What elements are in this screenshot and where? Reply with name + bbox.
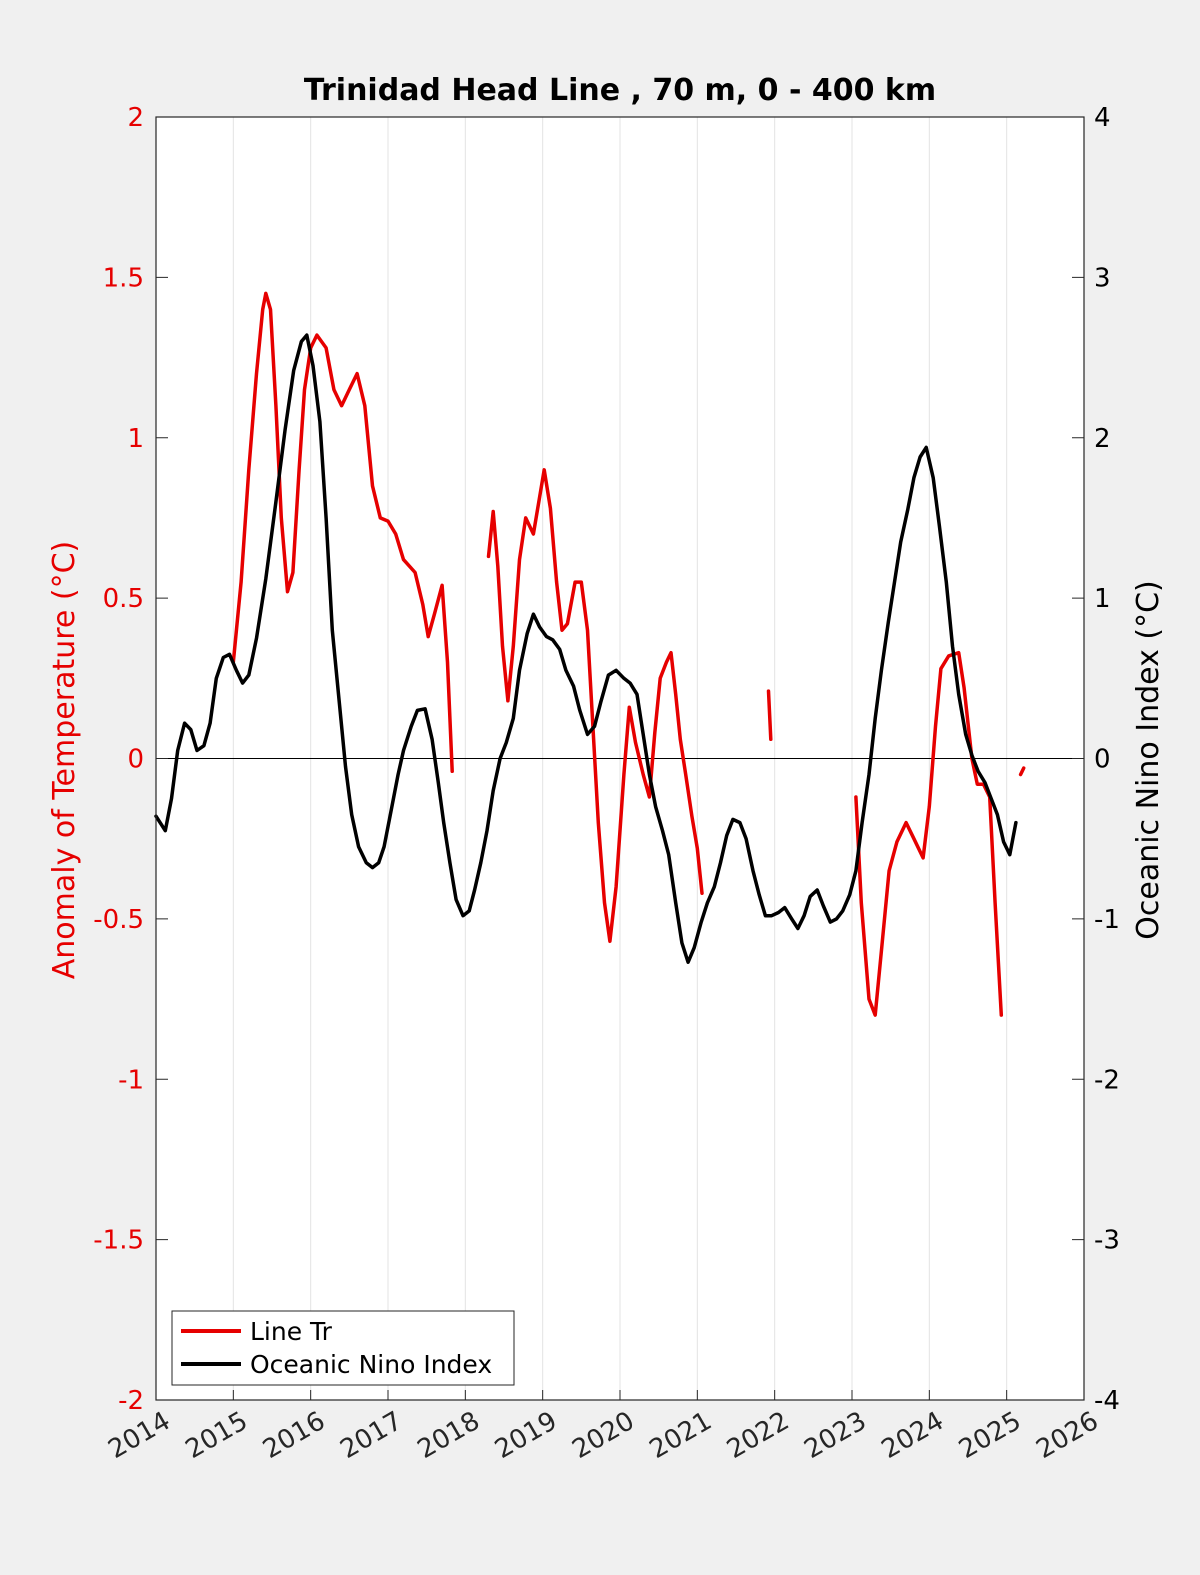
y-left-tick-label: 1.5 xyxy=(103,263,144,293)
y-right-tick-label: 2 xyxy=(1094,424,1111,454)
x-tick-label: 2024 xyxy=(877,1406,949,1465)
x-tick-label: 2015 xyxy=(181,1406,253,1465)
y-axis-left-label: Anomaly of Temperature (°C) xyxy=(47,541,82,980)
y-right-tick-label: 3 xyxy=(1094,263,1111,293)
chart-title: Trinidad Head Line , 70 m, 0 - 400 km xyxy=(304,73,936,108)
x-tick-label: 2022 xyxy=(722,1406,794,1465)
x-tick-label: 2019 xyxy=(490,1406,562,1465)
y-right-tick-label: 1 xyxy=(1094,584,1111,614)
series-layer xyxy=(154,291,1026,1017)
y-right-tick-label: -1 xyxy=(1094,905,1120,935)
y-right-tick-label: -3 xyxy=(1094,1226,1120,1256)
series-line-tr xyxy=(766,689,773,742)
x-tick-label: 2017 xyxy=(335,1406,407,1465)
x-tick-label: 2020 xyxy=(567,1406,639,1465)
y-right-tick-label: -2 xyxy=(1094,1065,1120,1095)
y-left-tick-label: 2 xyxy=(127,103,144,133)
legend-box xyxy=(171,1310,515,1386)
legend-label-line-tr: Line Tr xyxy=(250,1317,333,1346)
series-line-tr xyxy=(231,291,454,774)
legend: Line Tr Oceanic Nino Index xyxy=(171,1310,515,1386)
series-oceanic-nino-index xyxy=(154,333,1018,964)
y-left-tick-label: -2 xyxy=(118,1386,144,1416)
series-line-tr xyxy=(486,468,704,944)
x-tick-label: 2016 xyxy=(258,1406,330,1465)
y-left-tick-label: 0.5 xyxy=(103,584,144,614)
y-left-tick-label: 0 xyxy=(127,745,144,775)
y-right-tick-label: 0 xyxy=(1094,745,1111,775)
y-axis-right-label: Oceanic Nino Index (°C) xyxy=(1131,580,1166,940)
legend-label-oni: Oceanic Nino Index xyxy=(250,1350,492,1379)
series-line-tr xyxy=(854,650,1004,1017)
x-tick-label: 2026 xyxy=(1031,1406,1103,1465)
y-right-tick-label: -4 xyxy=(1094,1386,1120,1416)
y-left-tick-label: -1.5 xyxy=(93,1226,144,1256)
y-left-tick-label: -1 xyxy=(118,1065,144,1095)
x-tick-label: 2021 xyxy=(645,1406,717,1465)
x-tick-label: 2025 xyxy=(954,1406,1026,1465)
series-line-tr xyxy=(1018,766,1026,777)
x-tick-label: 2018 xyxy=(413,1406,485,1465)
y-left-tick-label: 1 xyxy=(127,424,144,454)
y-right-tick-label: 4 xyxy=(1094,103,1111,133)
x-tick-label: 2023 xyxy=(799,1406,871,1465)
y-left-tick-label: -0.5 xyxy=(93,905,144,935)
